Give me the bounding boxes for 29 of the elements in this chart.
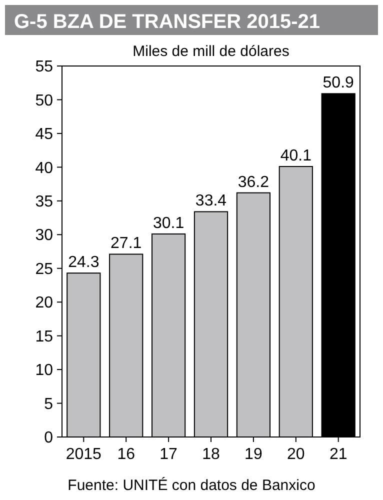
y-tick-label: 10 bbox=[35, 362, 54, 380]
x-tick-label: 16 bbox=[117, 446, 136, 463]
y-tick-label: 40 bbox=[35, 160, 54, 177]
x-tick-label: 18 bbox=[202, 446, 220, 463]
data-label: 30.1 bbox=[152, 214, 184, 232]
y-tick-label: 25 bbox=[35, 260, 54, 278]
x-tick-label: 17 bbox=[160, 446, 178, 463]
y-tick-label: 50 bbox=[35, 92, 54, 110]
y-tick-label: 5 bbox=[44, 396, 54, 413]
x-tick-label: 21 bbox=[329, 446, 348, 463]
data-label: 40.1 bbox=[280, 148, 312, 165]
y-tick-label: 45 bbox=[35, 126, 54, 144]
y-tick-label: 20 bbox=[35, 294, 54, 312]
y-tick-label: 0 bbox=[44, 430, 54, 447]
data-label: 24.3 bbox=[68, 254, 100, 272]
y-tick-label: 55 bbox=[35, 58, 54, 76]
chart-title: G-5 BZA DE TRANSFER 2015-21 bbox=[14, 11, 320, 33]
source-note: Fuente: UNITÉ con datos de Banxico bbox=[68, 476, 316, 494]
x-tick-label: 19 bbox=[244, 446, 262, 463]
chart-subtitle: Miles de mill de dólares bbox=[132, 43, 290, 60]
y-tick-label: 35 bbox=[35, 194, 54, 211]
y-tick-label: 15 bbox=[35, 328, 54, 346]
y-tick-label: 30 bbox=[35, 227, 54, 244]
data-label: 50.9 bbox=[322, 74, 354, 92]
data-label: 33.4 bbox=[195, 192, 227, 210]
x-tick-label: 2015 bbox=[66, 446, 102, 463]
x-tick-label: 20 bbox=[287, 446, 305, 463]
data-label: 27.1 bbox=[110, 235, 142, 252]
data-label: 36.2 bbox=[238, 174, 270, 191]
